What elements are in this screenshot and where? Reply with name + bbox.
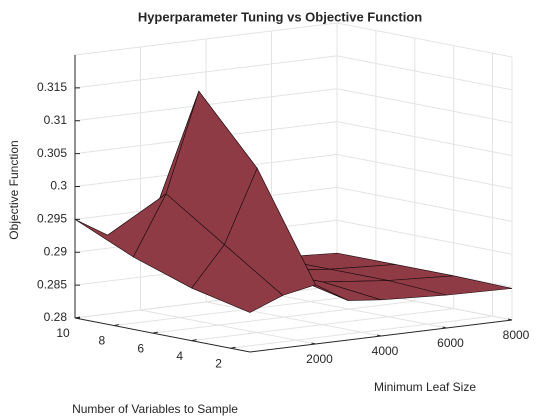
y-grid-line (152, 300, 415, 334)
y-tick (113, 324, 119, 327)
x-tick-label: 8000 (503, 328, 530, 342)
z-tick-label: 0.285 (37, 277, 67, 291)
x-grid-line (205, 301, 382, 337)
y-tick (74, 316, 81, 319)
z-grid-line (336, 121, 513, 157)
y-tick-label: 4 (176, 349, 183, 363)
z-grid-line (336, 186, 513, 222)
x-tick-label: 6000 (437, 336, 464, 350)
surface-patch (191, 244, 284, 313)
z-axis-label: Objective Function (7, 140, 21, 239)
x-tick-label: 4000 (372, 344, 399, 358)
z-grid-line (336, 219, 513, 255)
z-grid-line (336, 55, 513, 91)
z-tick-label: 0.29 (44, 244, 68, 258)
axis-line (74, 317, 251, 353)
y-grid-line (230, 315, 493, 349)
z-tick-label: 0.295 (37, 212, 67, 226)
y-tick (152, 331, 158, 334)
x-tick-label: 2000 (306, 352, 333, 366)
z-tick-label: 0.31 (44, 113, 68, 127)
y-tick-label: 8 (99, 334, 106, 348)
z-grid-line (336, 154, 513, 189)
x-grid-line (271, 293, 447, 329)
x-tick (442, 326, 447, 329)
x-tick (507, 318, 513, 321)
y-tick-label: 2 (215, 356, 222, 370)
y-grid-line (191, 308, 454, 342)
y-tick (191, 339, 197, 342)
x-tick (311, 342, 316, 345)
x-tick (376, 334, 382, 337)
y-tick-label: 10 (56, 326, 70, 340)
z-tick-label: 0.3 (50, 179, 67, 193)
z-tick-label: 0.315 (37, 80, 67, 94)
z-tick-label: 0.305 (37, 146, 67, 160)
x-axis-label: Minimum Leaf Size (374, 380, 476, 394)
chart-title: Hyperparameter Tuning vs Objective Funct… (138, 9, 422, 24)
y-axis-label: Number of Variables to Sample (72, 402, 238, 416)
y-tick-label: 6 (137, 341, 144, 355)
z-grid-line (336, 88, 513, 124)
z-tick-label: 0.28 (44, 310, 68, 324)
y-tick (230, 346, 236, 349)
x-grid-line (140, 309, 316, 345)
box-edge (336, 22, 513, 58)
